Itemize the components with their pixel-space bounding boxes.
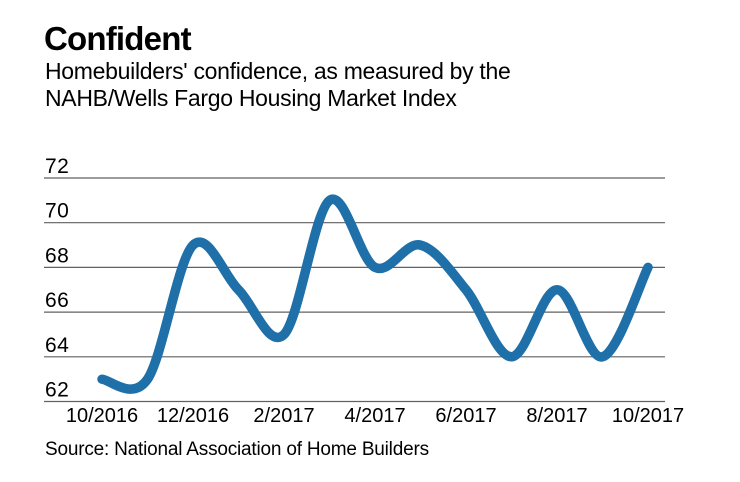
y-axis-tick-label: 70	[45, 200, 69, 223]
x-axis-tick-label: 2/2017	[253, 405, 314, 427]
x-axis-tick-label: 4/2017	[344, 405, 405, 427]
confidence-line	[97, 194, 653, 394]
y-axis-tick-label: 66	[45, 289, 69, 312]
x-axis-tick-label: 6/2017	[435, 405, 496, 427]
x-axis-tick-label: 12/2016	[157, 405, 229, 427]
y-axis-tick-label: 64	[45, 334, 69, 357]
y-axis-tick-label: 68	[45, 244, 69, 267]
chart-title: Confident	[44, 20, 192, 57]
y-axis-tick-label: 62	[45, 379, 69, 402]
chart-subtitle-line2: NAHB/Wells Fargo Housing Market Index	[45, 85, 457, 111]
y-axis-tick-label: 72	[45, 155, 69, 178]
source-attribution: Source: National Association of Home Bui…	[45, 439, 429, 460]
chart-subtitle: Homebuilders' confidence, as measured by…	[45, 58, 511, 112]
x-axis-tick-label: 10/2017	[612, 405, 684, 427]
x-axis-tick-label: 8/2017	[526, 405, 587, 427]
chart-subtitle-line1: Homebuilders' confidence, as measured by…	[45, 58, 511, 84]
x-axis-tick-label: 10/2016	[66, 405, 138, 427]
